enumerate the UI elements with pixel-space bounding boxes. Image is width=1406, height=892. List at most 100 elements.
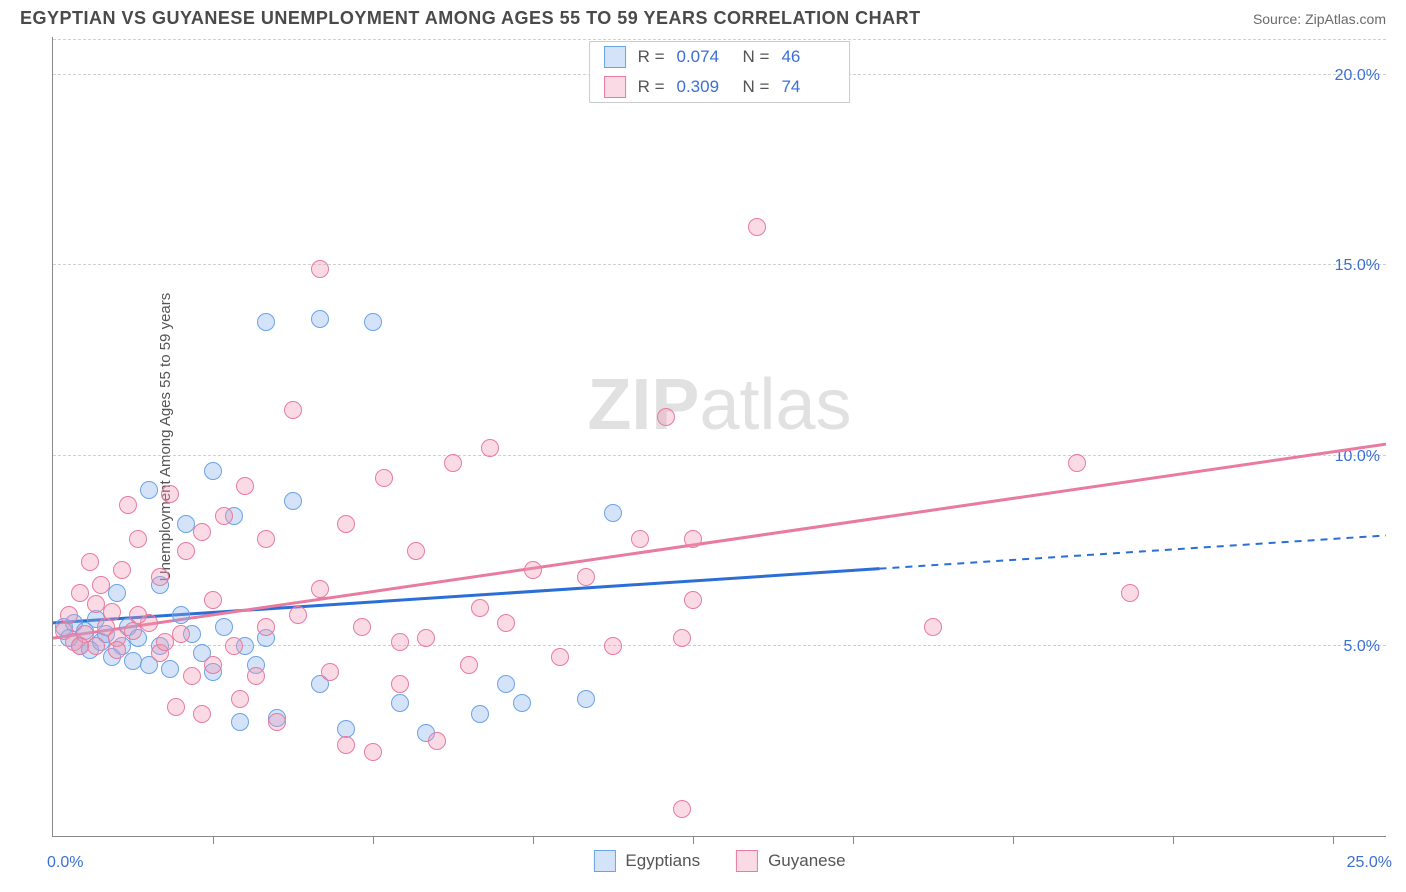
- y-axis-label: Unemployment Among Ages 55 to 59 years: [157, 292, 174, 581]
- x-axis-max: 25.0%: [1347, 854, 1392, 872]
- n-value: 74: [781, 77, 835, 97]
- y-tick-label: 15.0%: [1335, 257, 1380, 275]
- data-point-egyptians: [497, 675, 515, 693]
- data-point-guyanese: [257, 530, 275, 548]
- guyanese-swatch-icon: [604, 76, 626, 98]
- data-point-guyanese: [1121, 584, 1139, 602]
- chart-plot-area: Unemployment Among Ages 55 to 59 years Z…: [52, 37, 1386, 837]
- data-point-guyanese: [284, 401, 302, 419]
- data-point-guyanese: [524, 561, 542, 579]
- data-point-guyanese: [311, 260, 329, 278]
- r-label: R =: [638, 47, 665, 67]
- data-point-guyanese: [337, 736, 355, 754]
- series-legend: Egyptians Guyanese: [593, 850, 845, 872]
- data-point-guyanese: [375, 469, 393, 487]
- data-point-guyanese: [103, 603, 121, 621]
- data-point-egyptians: [124, 652, 142, 670]
- data-point-guyanese: [108, 641, 126, 659]
- gridline: [53, 39, 1386, 40]
- data-point-guyanese: [684, 530, 702, 548]
- data-point-guyanese: [71, 637, 89, 655]
- data-point-egyptians: [311, 310, 329, 328]
- data-point-guyanese: [289, 606, 307, 624]
- data-point-egyptians: [364, 313, 382, 331]
- data-point-guyanese: [92, 576, 110, 594]
- data-point-egyptians: [604, 504, 622, 522]
- data-point-guyanese: [231, 690, 249, 708]
- data-point-guyanese: [161, 485, 179, 503]
- regression-lines: [53, 37, 1386, 836]
- n-label: N =: [743, 77, 770, 97]
- x-tick: [693, 836, 694, 844]
- source-label: Source: ZipAtlas.com: [1253, 11, 1386, 27]
- data-point-guyanese: [119, 496, 137, 514]
- data-point-egyptians: [231, 713, 249, 731]
- correlation-legend: R = 0.074 N = 46 R = 0.309 N = 74: [589, 41, 851, 103]
- data-point-egyptians: [577, 690, 595, 708]
- r-value: 0.309: [677, 77, 731, 97]
- n-value: 46: [781, 47, 835, 67]
- data-point-guyanese: [60, 606, 78, 624]
- data-point-egyptians: [161, 660, 179, 678]
- data-point-guyanese: [156, 633, 174, 651]
- data-point-egyptians: [257, 313, 275, 331]
- data-point-guyanese: [129, 530, 147, 548]
- data-point-guyanese: [177, 542, 195, 560]
- data-point-guyanese: [471, 599, 489, 617]
- data-point-guyanese: [407, 542, 425, 560]
- data-point-guyanese: [748, 218, 766, 236]
- data-point-guyanese: [225, 637, 243, 655]
- y-tick-label: 20.0%: [1335, 67, 1380, 85]
- data-point-guyanese: [391, 675, 409, 693]
- data-point-guyanese: [631, 530, 649, 548]
- gridline: [53, 455, 1386, 456]
- legend-row-egyptians: R = 0.074 N = 46: [590, 42, 850, 72]
- data-point-guyanese: [924, 618, 942, 636]
- data-point-guyanese: [364, 743, 382, 761]
- data-point-guyanese: [460, 656, 478, 674]
- data-point-guyanese: [129, 606, 147, 624]
- guyanese-swatch-icon: [736, 850, 758, 872]
- data-point-guyanese: [247, 667, 265, 685]
- data-point-guyanese: [684, 591, 702, 609]
- x-tick: [373, 836, 374, 844]
- legend-label: Egyptians: [625, 851, 700, 871]
- egyptians-swatch-icon: [604, 46, 626, 68]
- x-tick: [1333, 836, 1334, 844]
- data-point-guyanese: [204, 656, 222, 674]
- data-point-guyanese: [337, 515, 355, 533]
- data-point-guyanese: [673, 629, 691, 647]
- data-point-guyanese: [167, 698, 185, 716]
- data-point-egyptians: [140, 481, 158, 499]
- data-point-egyptians: [513, 694, 531, 712]
- data-point-guyanese: [391, 633, 409, 651]
- data-point-guyanese: [87, 595, 105, 613]
- data-point-guyanese: [551, 648, 569, 666]
- n-label: N =: [743, 47, 770, 67]
- data-point-egyptians: [215, 618, 233, 636]
- data-point-guyanese: [113, 561, 131, 579]
- x-tick: [1173, 836, 1174, 844]
- legend-item-guyanese: Guyanese: [736, 850, 846, 872]
- data-point-guyanese: [204, 591, 222, 609]
- data-point-guyanese: [193, 523, 211, 541]
- data-point-guyanese: [321, 663, 339, 681]
- data-point-guyanese: [673, 800, 691, 818]
- r-label: R =: [638, 77, 665, 97]
- data-point-guyanese: [71, 584, 89, 602]
- x-tick: [533, 836, 534, 844]
- data-point-guyanese: [268, 713, 286, 731]
- data-point-guyanese: [417, 629, 435, 647]
- legend-item-egyptians: Egyptians: [593, 850, 700, 872]
- y-tick-label: 5.0%: [1344, 638, 1380, 656]
- legend-row-guyanese: R = 0.309 N = 74: [590, 72, 850, 102]
- data-point-guyanese: [311, 580, 329, 598]
- data-point-egyptians: [108, 584, 126, 602]
- data-point-guyanese: [481, 439, 499, 457]
- data-point-guyanese: [257, 618, 275, 636]
- data-point-guyanese: [497, 614, 515, 632]
- x-tick: [853, 836, 854, 844]
- x-tick: [213, 836, 214, 844]
- data-point-guyanese: [87, 637, 105, 655]
- data-point-guyanese: [604, 637, 622, 655]
